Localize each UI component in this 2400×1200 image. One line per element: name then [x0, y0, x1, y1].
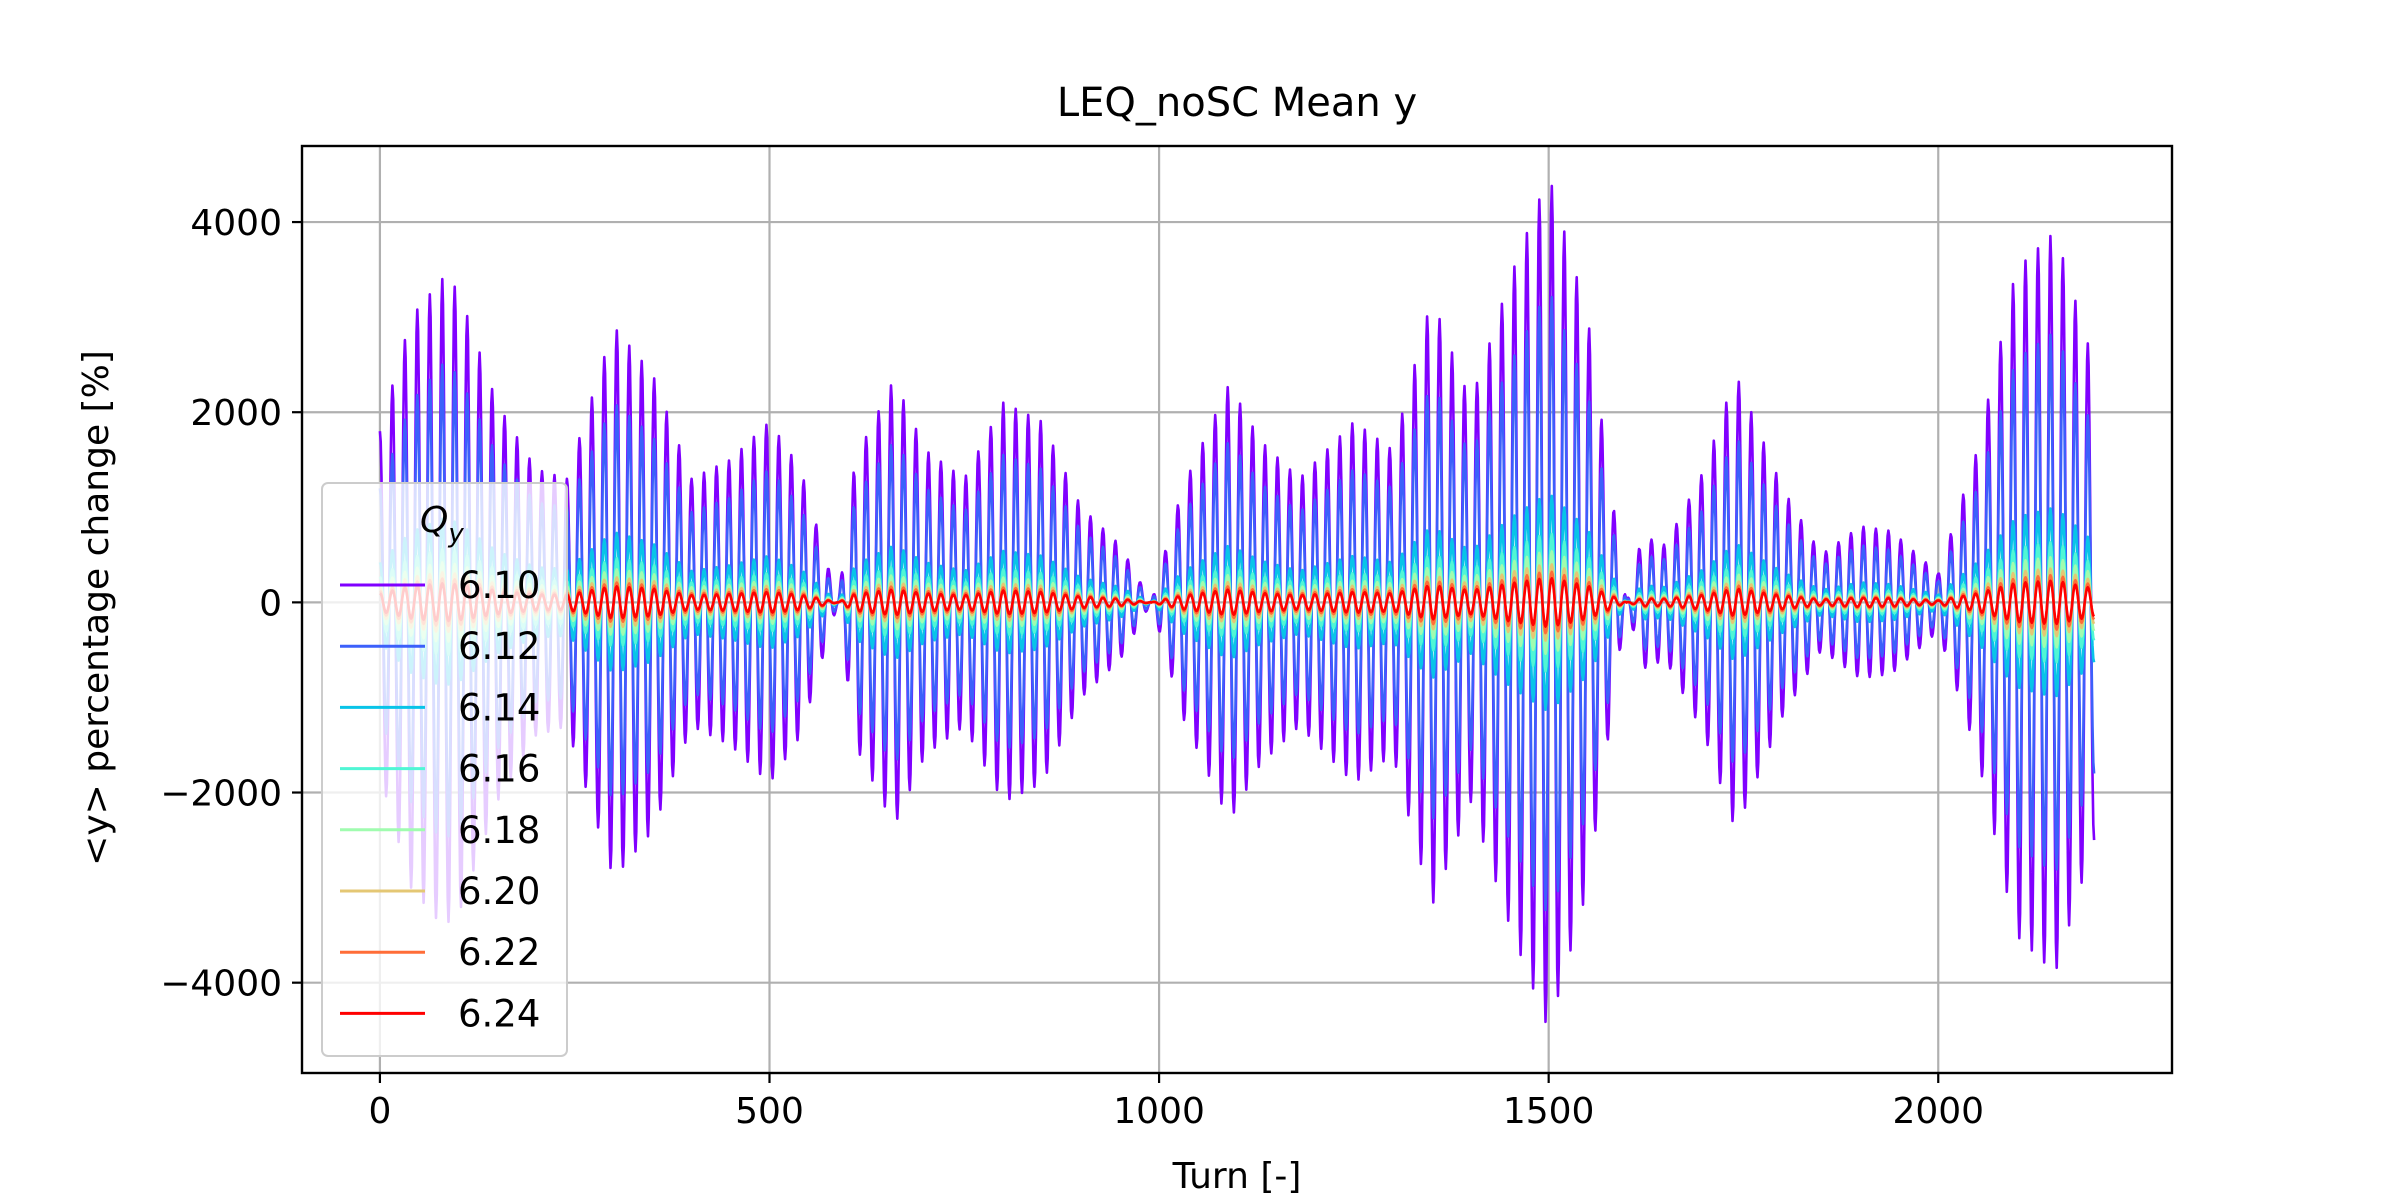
legend-title-subscript: y [447, 519, 464, 549]
legend-label: 6.12 [458, 625, 540, 668]
legend-label: 6.16 [458, 748, 540, 791]
x-tick-label: 1500 [1503, 1091, 1595, 1132]
axes-frame [300, 144, 2174, 1075]
chart-title: LEQ_noSC Mean y [1057, 80, 1417, 126]
y-tick-label: 0 [259, 583, 282, 624]
y-tick-label: −4000 [160, 964, 282, 1005]
y-axis-label: <y> percentage change [%] [76, 350, 117, 866]
legend: Qy6.106.126.146.166.186.206.226.24 [321, 482, 568, 1057]
x-axis-label: Turn [-] [1172, 1156, 1302, 1197]
x-tick-label: 1000 [1113, 1091, 1205, 1132]
y-tick-label: 4000 [190, 203, 282, 244]
legend-label: 6.18 [458, 809, 540, 852]
x-tick-label: 0 [368, 1091, 391, 1132]
series-line-6-24 [379, 577, 2096, 628]
plot-area: 0 500 1000 1500 2000 4000 2000 0 −2000 −4000 [160, 144, 2174, 1132]
x-tick-label: 2000 [1892, 1091, 1984, 1132]
legend-label: 6.24 [458, 992, 540, 1035]
legend-box [321, 482, 568, 1057]
series-group [378, 184, 2096, 1024]
y-tick-label: 2000 [190, 393, 282, 434]
legend-label: 6.10 [458, 564, 540, 607]
legend-label: 6.14 [458, 686, 540, 729]
y-tick-label: −2000 [160, 774, 282, 815]
x-tick-label: 500 [735, 1091, 804, 1132]
legend-label: 6.22 [458, 931, 540, 974]
legend-label: 6.20 [458, 870, 540, 913]
